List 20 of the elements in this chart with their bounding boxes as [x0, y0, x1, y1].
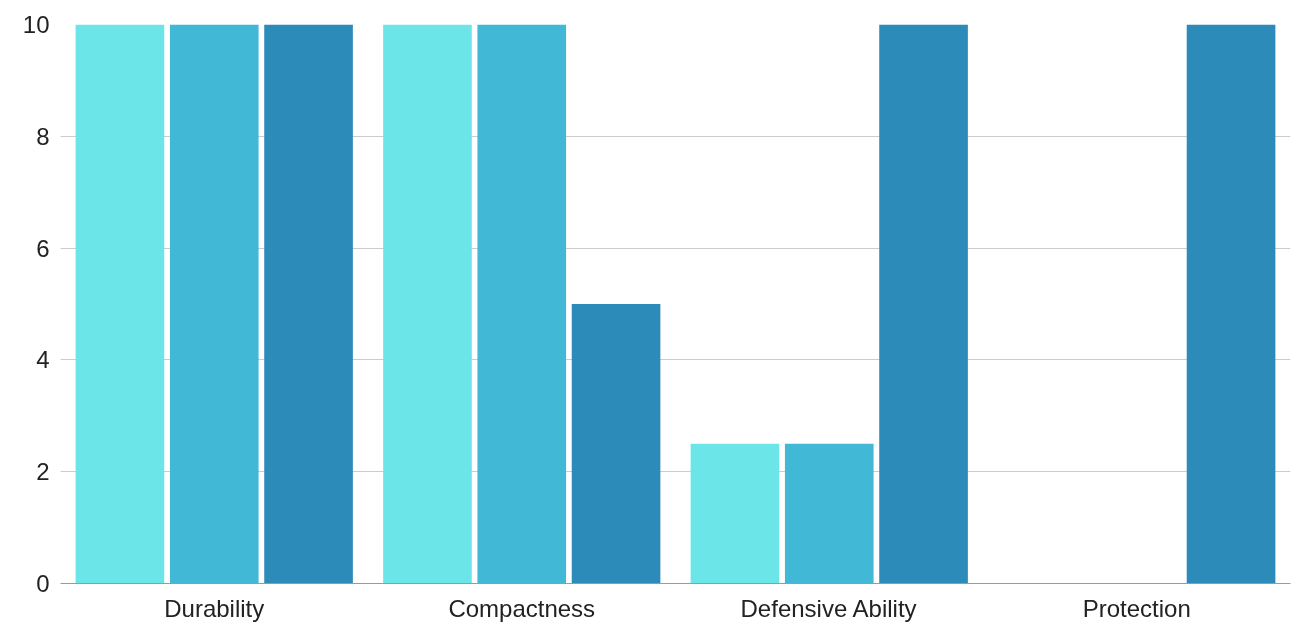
x-tick-label: Durability [164, 594, 265, 622]
bar [879, 24, 968, 584]
bar [169, 24, 259, 584]
y-tick-label: 0 [36, 570, 50, 597]
bar [383, 24, 472, 584]
bar [690, 443, 780, 584]
bar [571, 304, 661, 584]
bar [1186, 24, 1276, 584]
bar [264, 24, 353, 584]
y-tick-label: 6 [36, 234, 50, 262]
y-tick-label: 2 [36, 458, 50, 486]
x-tick-label: Protection [1082, 594, 1191, 622]
x-tick-label: Compactness [448, 594, 596, 622]
y-tick-label: 4 [36, 346, 50, 374]
y-tick-label: 10 [22, 11, 50, 38]
bar [477, 24, 567, 584]
x-tick-label: Defensive Ability [740, 594, 917, 622]
bar [784, 443, 874, 584]
bar [75, 24, 165, 584]
y-tick-label: 8 [36, 122, 50, 150]
